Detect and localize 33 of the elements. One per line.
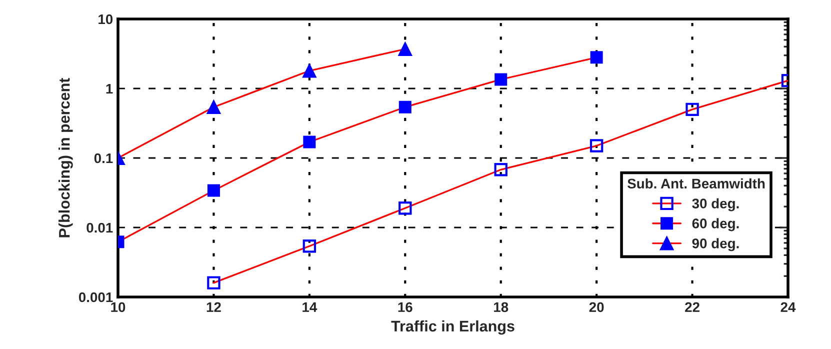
legend-label: 60 deg. <box>692 218 739 232</box>
point <box>398 42 412 56</box>
point <box>207 184 220 197</box>
y-tick-label: 0.1 <box>94 153 113 164</box>
y-axis-title: P(blocking) in percent <box>58 78 73 238</box>
x-tick-label: 12 <box>206 302 221 312</box>
point <box>590 51 603 64</box>
point <box>494 163 508 176</box>
y-tick-label: 0.001 <box>78 292 113 302</box>
legend-label: 30 deg. <box>692 198 739 212</box>
x-tick-label: 14 <box>302 302 318 312</box>
point <box>398 100 412 114</box>
x-tick-label: 16 <box>398 302 412 312</box>
x-axis-title: Traffic in Erlangs <box>391 320 514 335</box>
point <box>302 64 316 78</box>
point <box>206 100 221 114</box>
point <box>494 73 508 86</box>
x-tick-label: 20 <box>589 302 604 312</box>
point <box>302 240 316 253</box>
x-tick-label: 18 <box>494 302 508 312</box>
point <box>590 139 604 152</box>
legend-label: 90 deg. <box>692 238 739 252</box>
point <box>303 136 316 148</box>
x-tick-label: 10 <box>111 302 126 312</box>
point <box>207 276 220 290</box>
point <box>686 102 699 116</box>
x-tick-label: 24 <box>780 302 796 312</box>
y-tick-label: 1 <box>106 84 113 94</box>
y-tick-label: 10 <box>98 14 113 24</box>
y-tick-label: 0.01 <box>86 222 113 233</box>
point <box>398 202 412 215</box>
x-tick-label: 22 <box>685 302 700 312</box>
legend-title: Sub. Ant. Beamwidth <box>627 178 765 189</box>
